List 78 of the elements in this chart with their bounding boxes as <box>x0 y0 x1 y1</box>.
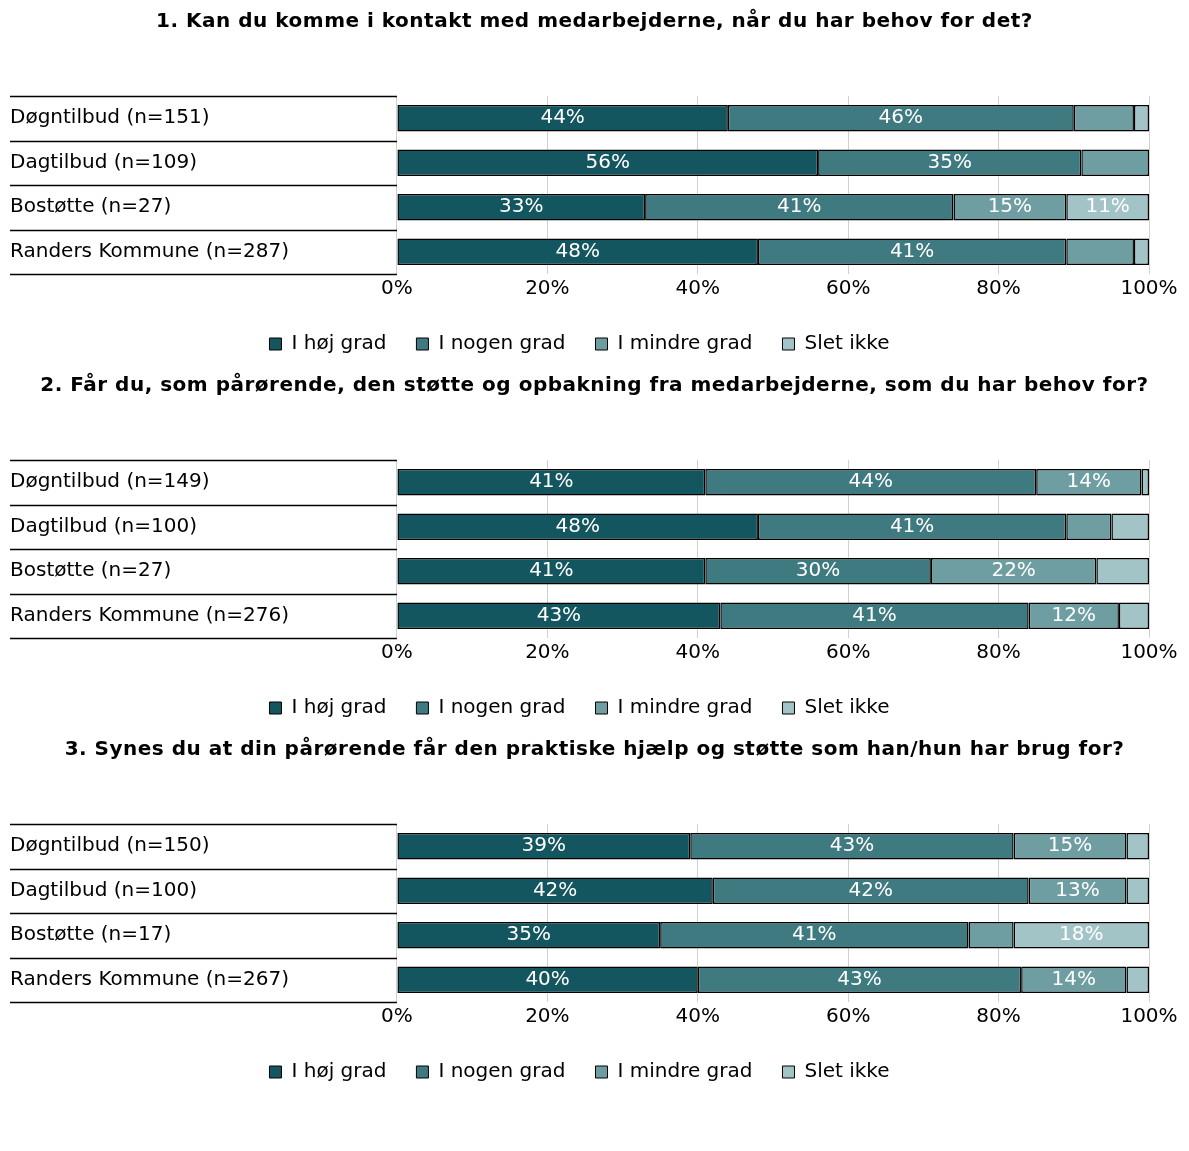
data-label: 41% <box>777 193 822 218</box>
data-label: 18% <box>1059 921 1104 946</box>
data-label: 30% <box>795 557 841 582</box>
data-label: 56% <box>585 148 630 173</box>
data-label: 11% <box>1085 193 1130 218</box>
y-tick-label: Randers Kommune (n=287) <box>10 237 289 262</box>
chart-title: 3. Synes du at din pårørende får den praktiske hjælp og støtte som han/hun har brug for? <box>63 735 1126 762</box>
data-label: 13% <box>1055 876 1100 901</box>
y-tick-label: Dagtilbud (n=100) <box>10 876 197 901</box>
y-tick-label: Døgntilbud (n=150) <box>10 832 210 857</box>
data-label: 22% <box>991 557 1036 582</box>
data-label: 42% <box>848 876 893 901</box>
data-label: 46% <box>878 104 924 129</box>
legend-label: I høj grad <box>291 1058 387 1083</box>
data-label: 41% <box>889 237 935 262</box>
data-label: 41% <box>792 921 837 946</box>
x-tick-label: 20% <box>525 1003 570 1028</box>
data-label: 44% <box>540 104 585 129</box>
legend-label: I mindre grad <box>617 330 753 355</box>
x-tick-label: 80% <box>976 639 1021 664</box>
legend-label: I nogen grad <box>438 694 566 719</box>
legend-label: I mindre grad <box>617 1058 753 1083</box>
x-tick-label: 40% <box>675 275 720 300</box>
y-tick-label: Døgntilbud (n=151) <box>10 104 210 129</box>
legend-label: I nogen grad <box>438 330 566 355</box>
x-tick-label: 80% <box>976 275 1021 300</box>
chart-title: 2. Får du, som pårørende, den støtte og opbakning fra medarbejderne, som du har behov for? <box>39 371 1150 398</box>
y-tick-label: Dagtilbud (n=100) <box>10 512 197 537</box>
y-tick-label: Døgntilbud (n=149) <box>10 468 210 493</box>
data-label: 15% <box>987 193 1033 218</box>
data-label: 41% <box>889 512 935 537</box>
x-tick-label: 60% <box>825 1003 871 1028</box>
legend-label: Slet ikke <box>804 1058 890 1083</box>
data-label: 48% <box>555 237 600 262</box>
data-label: 40% <box>525 965 570 990</box>
data-label: 41% <box>529 557 574 582</box>
y-tick-label: Randers Kommune (n=267) <box>10 965 289 990</box>
x-tick-label: 100% <box>1120 1003 1178 1028</box>
data-label: 33% <box>499 193 544 218</box>
x-tick-label: 0% <box>381 1003 413 1028</box>
x-tick-label: 40% <box>675 1003 720 1028</box>
data-label: 42% <box>532 876 578 901</box>
data-label: 43% <box>829 832 875 857</box>
legend-label: Slet ikke <box>804 330 890 355</box>
legend-label: I høj grad <box>291 694 387 719</box>
data-label: 39% <box>521 832 567 857</box>
y-tick-label: Bostøtte (n=27) <box>10 557 172 582</box>
y-tick-label: Bostøtte (n=17) <box>10 921 172 946</box>
data-label: 44% <box>848 468 893 493</box>
y-tick-label: Dagtilbud (n=109) <box>10 148 197 173</box>
data-label: 12% <box>1051 601 1097 626</box>
x-tick-label: 0% <box>381 639 413 664</box>
legend-label: I nogen grad <box>438 1058 566 1083</box>
y-tick-label: Randers Kommune (n=276) <box>10 601 289 626</box>
chart-title: 1. Kan du komme i kontakt med medarbejderne, når du har behov for det? <box>155 7 1034 34</box>
data-label: 41% <box>529 468 574 493</box>
x-tick-label: 100% <box>1120 639 1178 664</box>
data-label: 15% <box>1047 832 1093 857</box>
data-label: 41% <box>852 601 897 626</box>
data-label: 43% <box>837 965 882 990</box>
x-tick-label: 20% <box>525 275 570 300</box>
legend-label: I høj grad <box>291 330 387 355</box>
data-label: 43% <box>536 601 582 626</box>
x-tick-label: 60% <box>825 275 871 300</box>
y-tick-label: Bostøtte (n=27) <box>10 193 172 218</box>
data-label: 35% <box>927 148 972 173</box>
x-tick-label: 20% <box>525 639 570 664</box>
legend-label: Slet ikke <box>804 694 890 719</box>
x-tick-label: 60% <box>825 639 871 664</box>
data-label: 35% <box>506 921 552 946</box>
data-label: 48% <box>555 512 600 537</box>
data-label: 14% <box>1066 468 1112 493</box>
x-tick-label: 100% <box>1120 275 1178 300</box>
x-tick-label: 40% <box>675 639 720 664</box>
legend-label: I mindre grad <box>617 694 753 719</box>
x-tick-label: 0% <box>381 275 413 300</box>
data-label: 14% <box>1051 965 1097 990</box>
x-tick-label: 80% <box>976 1003 1021 1028</box>
